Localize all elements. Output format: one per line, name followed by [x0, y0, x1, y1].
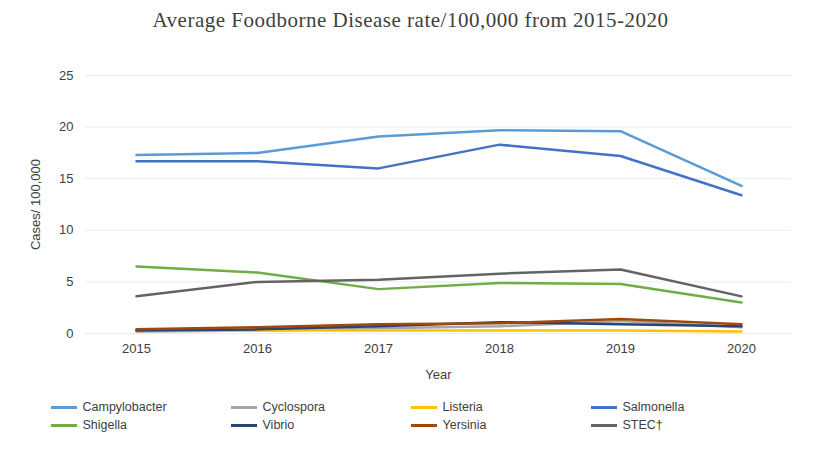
html-text:Listeria: Listeria: [442, 400, 483, 414]
svg-text:Year: Year: [425, 367, 452, 382]
svg-text:0: 0: [66, 326, 73, 341]
html-text:STEC†: STEC†: [622, 418, 663, 432]
html-text:Average Foodborne Disease rate: Average Foodborne Disease rate/100,000 f…: [152, 8, 669, 32]
svg-text:2018: 2018: [485, 341, 514, 356]
html-text:Yersinia: Yersinia: [442, 418, 487, 432]
svg-text:25: 25: [59, 68, 73, 83]
svg-text:2015: 2015: [122, 341, 151, 356]
svg-text:2016: 2016: [243, 341, 272, 356]
svg-text:2017: 2017: [364, 341, 393, 356]
svg-text:20: 20: [59, 119, 73, 134]
svg-text:10: 10: [59, 222, 73, 237]
html-text:Shigella: Shigella: [82, 418, 127, 432]
svg-text:Cases/ 100,000: Cases/ 100,000: [28, 159, 43, 250]
svg-text:2020: 2020: [727, 341, 756, 356]
html-text:Vibrio: Vibrio: [262, 418, 295, 432]
html-text:Campylobacter: Campylobacter: [82, 400, 167, 414]
svg-text:2019: 2019: [606, 341, 635, 356]
svg-text:5: 5: [66, 274, 73, 289]
svg-text:15: 15: [59, 171, 73, 186]
html-text:Salmonella: Salmonella: [622, 400, 685, 414]
html-text:Cyclospora: Cyclospora: [262, 400, 325, 414]
